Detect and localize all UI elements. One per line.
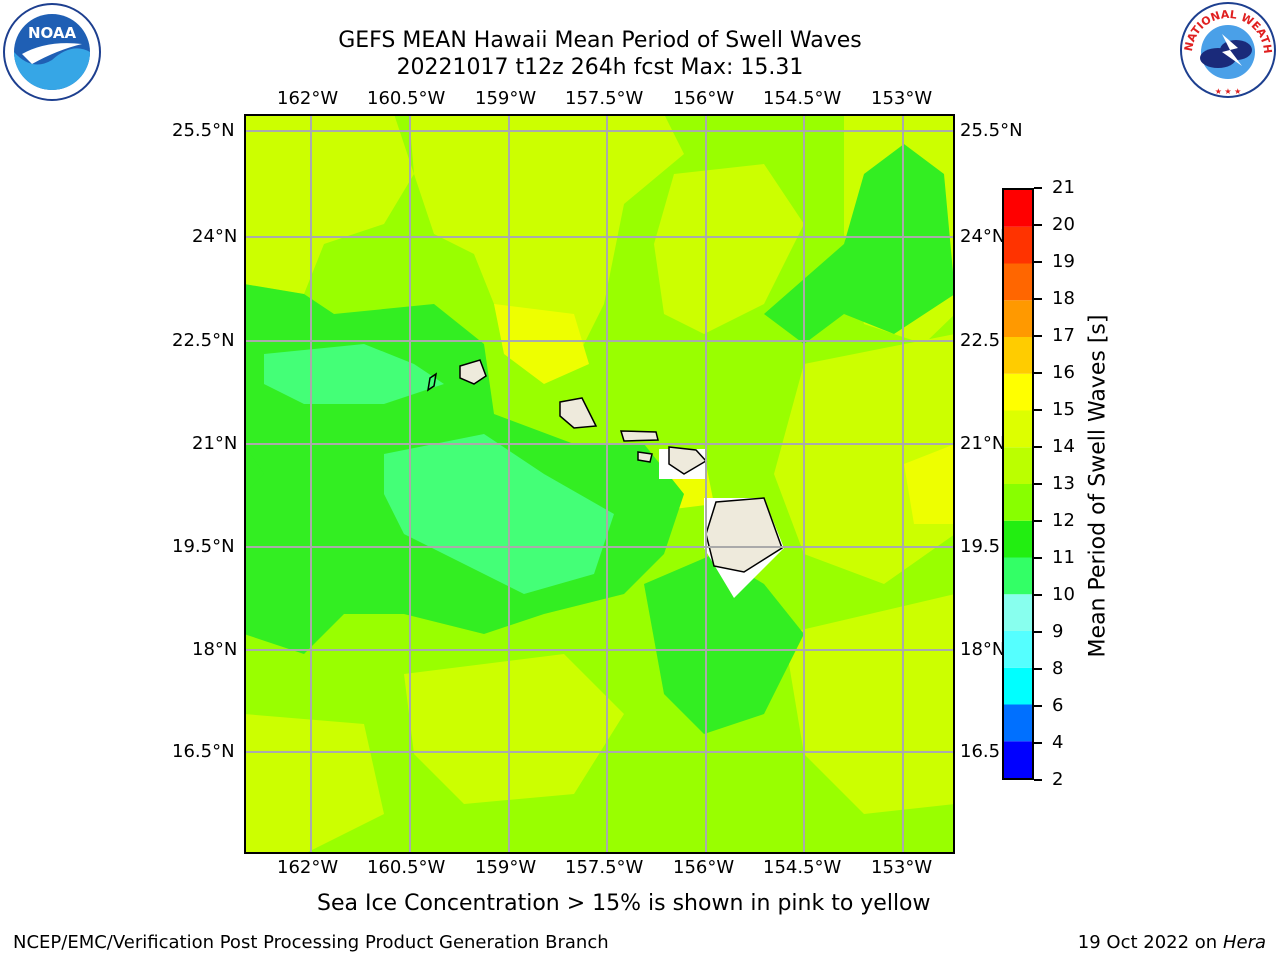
colorbar-tick-label: 4 [1052,732,1064,753]
nws-logo: NATIONAL WEATHER SERVICE ★ ★ ★ [1174,0,1278,100]
colorbar-swatch [1004,373,1032,411]
colorbar-tick-label: 8 [1052,658,1064,679]
lon-label-bottom: 159°W [475,857,537,878]
lat-label-right: 22.5 [960,330,1001,351]
colorbar-tick-mark [1034,483,1042,485]
colorbar-tick-label: 10 [1052,584,1075,605]
lat-label-left: 22.5°N [172,330,235,351]
lat-label-right: 18°N [960,639,1006,660]
colorbar-ticks: 2 4 6 8 9 10 11 12 13 14 15 16 17 18 19 20 21 [1034,177,1094,790]
colorbar [1002,188,1034,780]
lon-label-bottom: 157.5°W [565,857,644,878]
lon-label-bottom: 160.5°W [367,857,446,878]
colorbar-tick-label: 12 [1052,510,1075,531]
colorbar-swatch [1004,557,1032,595]
lon-label-top: 156°W [673,88,735,109]
lon-label-bottom: 153°W [871,857,933,878]
colorbar-tick-mark [1034,224,1042,226]
colorbar-tick-mark [1034,557,1042,559]
colorbar-swatch [1004,447,1032,484]
map-gridlines [244,114,955,854]
colorbar-swatches [1004,190,1032,778]
colorbar-tick-mark [1034,594,1042,596]
colorbar-swatch [1004,484,1032,521]
lon-label-bottom: 162°W [277,857,339,878]
colorbar-swatch [1004,594,1032,631]
colorbar-swatch [1004,226,1032,264]
lon-label-top: 153°W [871,88,933,109]
svg-text:★ ★ ★: ★ ★ ★ [1215,87,1242,96]
colorbar-tick-mark [1034,335,1042,337]
colorbar-tick-mark [1034,631,1042,633]
credit-date: 19 Oct 2022 on [1077,932,1223,953]
colorbar-tick-label: 13 [1052,473,1075,494]
colorbar-tick-label: 19 [1052,251,1075,272]
colorbar-label-text: Mean Period of Swell Waves [s] [1085,314,1111,658]
colorbar-tick-mark [1034,742,1042,744]
lon-label-bottom: 156°W [673,857,735,878]
colorbar-swatch [1004,190,1032,227]
lat-label-left: 25.5°N [172,120,235,141]
chart-title-line1: GEFS MEAN Hawaii Mean Period of Swell Wa… [338,28,862,53]
colorbar-tick-mark [1034,372,1042,374]
sea-ice-note: Sea Ice Concentration > 15% is shown in … [317,891,931,916]
lon-label-top: 157.5°W [565,88,644,109]
lat-label-right: 24°N [960,226,1006,247]
colorbar-swatch [1004,741,1032,778]
colorbar-tick-mark [1034,187,1042,189]
lat-label-right: 21°N [960,433,1006,454]
swell-period-map [244,114,955,854]
colorbar-tick-label: 6 [1052,695,1064,716]
lon-label-bottom: 154.5°W [763,857,842,878]
noaa-logo-text: NOAA [28,24,77,42]
chart-title-line2: 20221017 t12z 264h fcst Max: 15.31 [396,55,804,80]
colorbar-tick-mark [1034,446,1042,448]
colorbar-tick-mark [1034,668,1042,670]
lat-label-right: 19.5 [960,536,1001,557]
colorbar-swatch [1004,520,1032,558]
colorbar-tick-label: 15 [1052,399,1075,420]
lat-label-left: 18°N [192,639,238,660]
lat-label-right: 25.5°N [960,120,1023,141]
colorbar-swatch [1004,337,1032,374]
colorbar-swatch [1004,263,1032,301]
colorbar-tick-label: 11 [1052,547,1075,568]
lon-label-top: 160.5°W [367,88,446,109]
colorbar-swatch [1004,667,1032,705]
colorbar-tick-mark [1034,261,1042,263]
colorbar-tick-label: 21 [1052,177,1075,198]
map-panel[interactable] [244,114,955,854]
colorbar-tick-mark [1034,409,1042,411]
colorbar-tick-label: 20 [1052,214,1075,235]
colorbar-tick-mark [1034,520,1042,522]
lon-label-top: 154.5°W [763,88,842,109]
colorbar-swatch [1004,300,1032,337]
credit-right: 19 Oct 2022 on Hera [1078,932,1266,953]
colorbar-tick-mark [1034,705,1042,707]
colorbar-swatch [1004,410,1032,448]
lon-label-top: 162°W [277,88,339,109]
colorbar-tick-label: 17 [1052,325,1075,346]
lat-label-left: 16.5°N [172,741,235,762]
colorbar-tick-mark [1034,298,1042,300]
lat-label-left: 19.5°N [172,536,235,557]
credit-host: Hera [1222,932,1266,953]
colorbar-swatch [1004,704,1032,742]
lat-label-left: 24°N [192,226,238,247]
colorbar-tick-label: 18 [1052,288,1075,309]
noaa-logo: NOAA [2,2,102,102]
colorbar-swatch [1004,631,1032,668]
lat-label-right: 16.5 [960,741,1001,762]
colorbar-tick-label: 9 [1052,621,1064,642]
credit-left: NCEP/EMC/Verification Post Processing Pr… [13,932,609,953]
colorbar-tick-label: 14 [1052,436,1075,457]
colorbar-tick-label: 16 [1052,362,1075,383]
colorbar-tick-mark [1034,779,1042,781]
lat-label-left: 21°N [192,433,238,454]
colorbar-tick-label: 2 [1052,769,1064,790]
lon-label-top: 159°W [475,88,537,109]
